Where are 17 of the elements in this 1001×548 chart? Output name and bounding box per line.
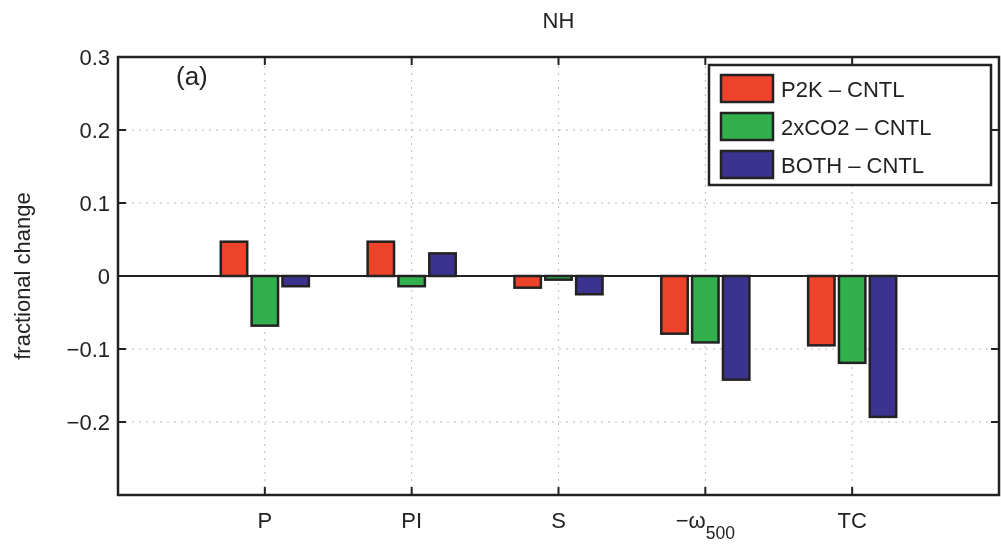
legend-label: 2xCO2 – CNTL [781,115,932,140]
x-tick-label: PI [401,508,423,533]
y-tick-label: 0.1 [79,191,110,216]
y-tick-label: 0.2 [79,118,110,143]
chart-title: NH [542,8,575,33]
x-tick-label: TC [837,508,867,533]
y-axis-title: fractional change [10,192,35,360]
y-tick-label: −0.2 [66,410,110,435]
legend-label: P2K – CNTL [781,77,905,102]
y-tick-label: −0.1 [66,337,110,362]
y-tick-label: 0 [97,264,110,289]
x-tick-label: −ω$_{500}$ [675,508,736,543]
y-tick-label: 0.3 [79,45,110,70]
x-tick-label: P [257,508,273,533]
legend-label: BOTH – CNTL [781,153,925,178]
x-tick-label: S [551,508,566,533]
annotation: (a) [176,61,208,91]
